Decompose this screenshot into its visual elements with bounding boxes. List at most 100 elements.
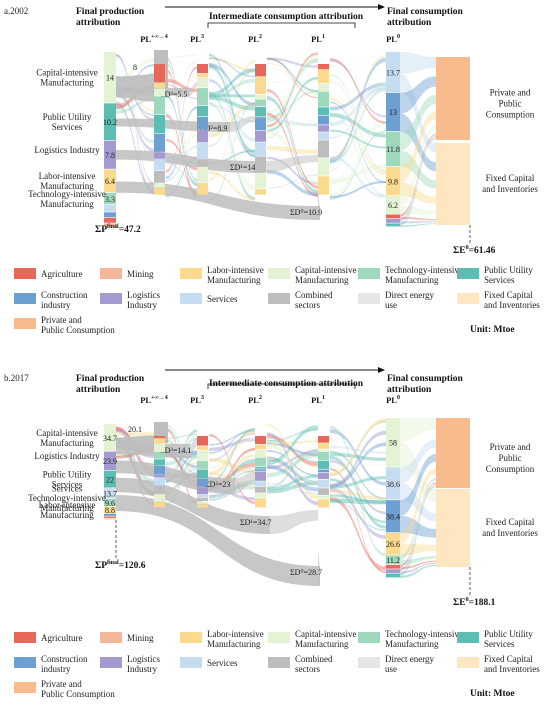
- fixed-capital-label-line: and Inventories: [482, 184, 538, 194]
- sigma-d-label: ΣD¹=34.7: [240, 518, 271, 527]
- legend-label-construction: Construction industry: [41, 654, 88, 674]
- flow-ribbon: [330, 129, 386, 149]
- flow-ribbon: [330, 180, 386, 199]
- legend-label-line: Industry: [127, 664, 157, 674]
- pl0-seg-technology: [386, 131, 400, 167]
- legend-label-line: Capital-intensive: [295, 265, 356, 275]
- production-sector-label-line: Manufacturing: [40, 199, 94, 209]
- production-value: 9.6: [105, 499, 115, 508]
- legend-label-line: Capital-intensive: [295, 629, 356, 639]
- flow-ribbon: [330, 487, 386, 539]
- flow-ribbon: [330, 85, 386, 127]
- legend-swatch-private: [14, 318, 36, 329]
- flow-ribbon: [267, 425, 318, 466]
- pl-node-logistics: [197, 487, 208, 495]
- pl-node-services: [197, 143, 208, 160]
- production-seg-utility: [104, 470, 116, 488]
- sigma-p-total-base: ΣP: [95, 561, 107, 571]
- flow-ribbon: [166, 54, 197, 59]
- legend-label-fixed: Fixed Capital and Inventories: [484, 290, 540, 310]
- flow-ribbon: [166, 86, 197, 119]
- flow-ribbon: [330, 450, 386, 500]
- production-value: 34.7: [103, 434, 117, 443]
- flow-ribbon: [209, 171, 255, 201]
- pl-node-agriculture: [197, 64, 208, 74]
- pl-label: PL3: [190, 34, 204, 44]
- sigma-p-total: ΣPfinal=47.2: [95, 224, 141, 235]
- flow-ribbon: [209, 79, 255, 157]
- pl0-seg-technology: [386, 555, 400, 565]
- flow-ribbon: [267, 450, 318, 470]
- production-seg-capital: [104, 424, 116, 452]
- pl-sup: +∞→4: [151, 395, 168, 401]
- pl-node-utility: [318, 460, 329, 469]
- flow-ribbon: [330, 58, 386, 124]
- flow-ribbon: [209, 78, 255, 142]
- pl-node-utility: [197, 469, 208, 479]
- legend-label-line: Manufacturing: [207, 275, 261, 285]
- pl0-seg-construction: [386, 92, 400, 131]
- legend-label-utility: Public Utility Services: [484, 265, 533, 285]
- flow-ribbon: [166, 453, 197, 483]
- sigma-e-total-base: ΣE: [453, 246, 466, 256]
- pl-node-combined: [255, 156, 266, 173]
- sigma-p-total-base: ΣP: [95, 225, 107, 235]
- production-sector-label-line: Logistics Industry: [34, 145, 100, 155]
- flow-ribbon: [267, 448, 318, 489]
- fixed-capital-node: [436, 143, 470, 225]
- legend-label-fixed: Fixed Capital and Inventories: [484, 654, 540, 674]
- pl-node-logistics: [318, 472, 329, 480]
- legend-label-line: Direct energy: [385, 290, 435, 300]
- pl-sup: 2: [259, 34, 262, 40]
- fixed-capital-label: Fixed Capital and Inventories: [482, 173, 538, 194]
- legend-label-line: use: [385, 300, 397, 310]
- process-arrow-head: [378, 367, 385, 373]
- flow-ribbon: [209, 149, 255, 164]
- sigma-d-label: ΣD³=14.1: [160, 446, 191, 455]
- legend-label-line: Construction: [41, 654, 88, 664]
- production-value: 23.9: [103, 457, 117, 466]
- pl0-seg-labor: [386, 166, 400, 196]
- combined-flow-sd: [116, 443, 190, 458]
- combined-flow-continue: [190, 82, 197, 96]
- production-sector-label: Logistics Industry: [34, 145, 100, 155]
- production-sector-label: Public Utility Services: [43, 469, 92, 489]
- production-seg-services: [104, 488, 116, 499]
- legend-label-line: and Inventories: [484, 664, 540, 674]
- pl-label: PL3: [190, 395, 204, 405]
- pl0-value: 11.2: [386, 556, 400, 565]
- legend-label-line: Private and: [41, 679, 82, 689]
- consumption-ribbon: [400, 205, 436, 215]
- consumption-ribbon: [400, 564, 436, 578]
- legend-label-logistics: Logistics Industry: [127, 654, 160, 674]
- private-consumption-label-line: Consumption: [486, 110, 535, 120]
- pl0-seg-agriculture: [386, 564, 400, 569]
- combined-flow-sd: [116, 87, 190, 96]
- pl-node-labor: [154, 502, 165, 508]
- flow-ribbon: [330, 495, 386, 524]
- sigma-e-total-sup: 0: [466, 597, 469, 603]
- flow-ribbon: [330, 86, 386, 139]
- consumption-ribbon: [400, 111, 436, 183]
- consumption-ribbon: [400, 468, 436, 544]
- pl-node-labor: [255, 498, 266, 508]
- flow-ribbon: [267, 122, 318, 126]
- sigma-p-total-sup: final: [107, 224, 119, 230]
- flow-ribbon: [166, 106, 197, 179]
- legend-label-capital: Capital-intensive Manufacturing: [295, 629, 356, 649]
- flow-ribbon: [330, 80, 386, 173]
- pl0-seg-services: [386, 467, 400, 500]
- flow-ribbon: [209, 101, 255, 189]
- legend-swatch-logistics: [100, 657, 122, 668]
- flow-ribbon: [116, 84, 154, 116]
- pl-node-labor: [318, 499, 329, 508]
- flow-ribbon: [166, 66, 197, 173]
- pl-label: PL0: [386, 34, 400, 44]
- pl-node-technology: [197, 460, 208, 469]
- legend-swatch-combined: [268, 657, 290, 668]
- sigma-e-total: ΣE0=61.46: [453, 245, 496, 256]
- pl-sup: 0: [397, 395, 400, 401]
- legend-swatch-fixed: [457, 293, 479, 304]
- pl-node-labor: [197, 446, 208, 451]
- pl0-seg-utility: [386, 223, 400, 227]
